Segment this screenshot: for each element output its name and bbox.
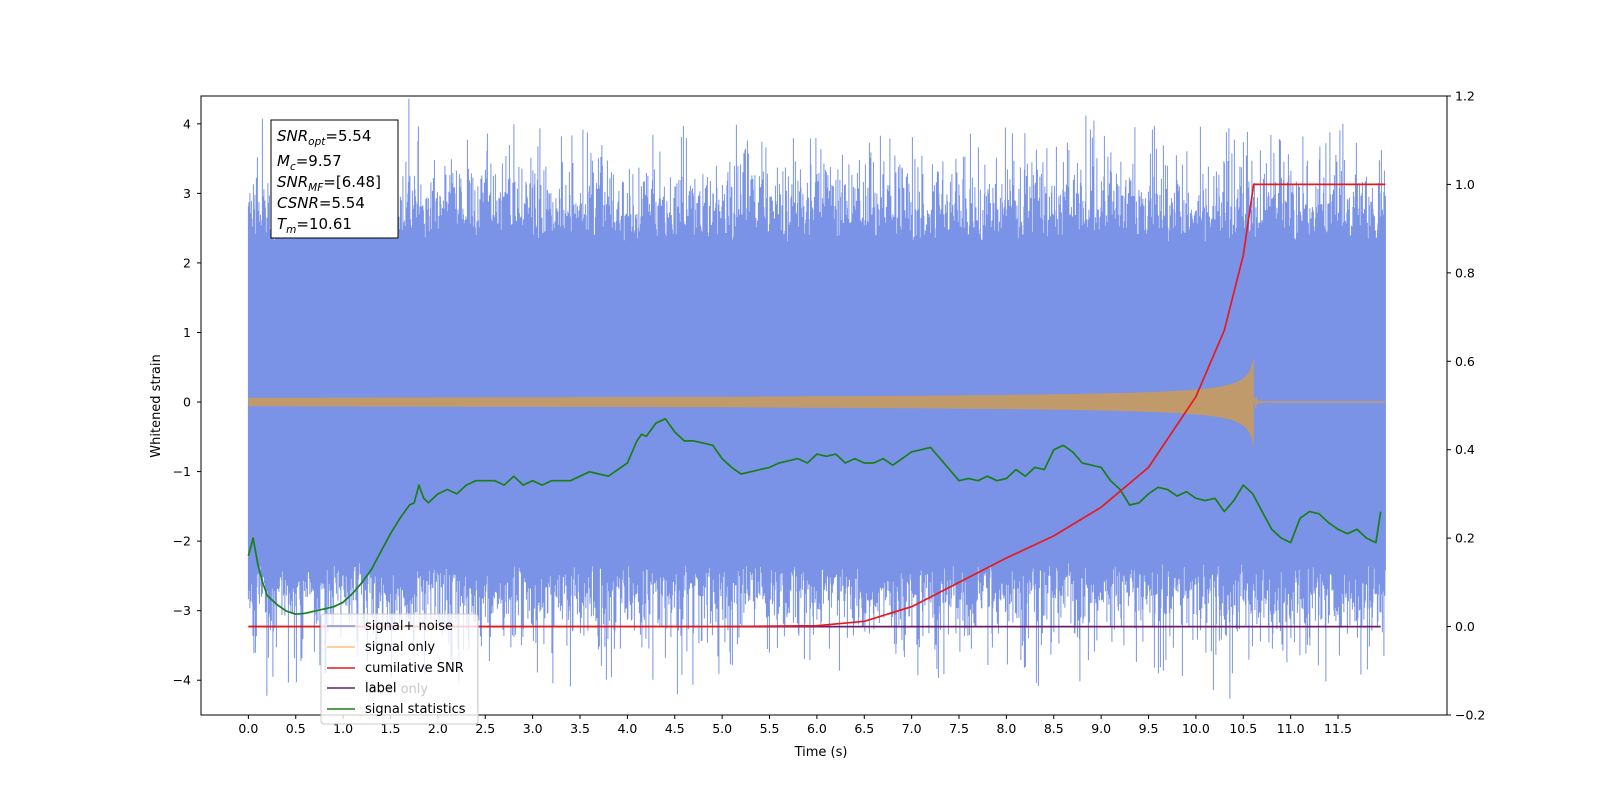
y-tick-label: −3 bbox=[173, 603, 191, 618]
legend-label-signal-only: signal only bbox=[365, 640, 435, 655]
x-tick-label: 6.0 bbox=[807, 721, 827, 736]
x-tick-label: 10.0 bbox=[1182, 721, 1210, 736]
legend-label-signal-statistics: signal statistics bbox=[365, 702, 466, 717]
info-box-frame bbox=[270, 119, 399, 239]
y2-tick-label: 0.0 bbox=[1455, 619, 1475, 634]
info-csnr: CSNR=5.54 bbox=[277, 194, 365, 212]
y2-tick-label: 1.2 bbox=[1455, 89, 1475, 104]
y-tick-label: 0 bbox=[183, 395, 191, 410]
series-signal-only-ringdown bbox=[1253, 396, 1266, 409]
y2-tick-label: 0.4 bbox=[1455, 442, 1475, 457]
x-tick-label: 7.5 bbox=[949, 721, 969, 736]
info-snr-mf: SNRMF=[6.48] bbox=[277, 173, 381, 194]
legend-label-label: label bbox=[365, 681, 396, 696]
y-tick-label: 3 bbox=[183, 186, 191, 201]
y-axis-label: Whitened strain bbox=[149, 354, 164, 457]
x-tick-label: 9.5 bbox=[1139, 721, 1159, 736]
x-tick-label: 2.0 bbox=[428, 721, 448, 736]
y2-tick-label: 0.6 bbox=[1455, 354, 1475, 369]
x-tick-label: 11.0 bbox=[1277, 721, 1305, 736]
x-tick-label: 4.5 bbox=[665, 721, 685, 736]
y-axis-right: 1.2 1.0 0.8 0.6 0.4 0.2 0.0 −0.2 bbox=[1447, 89, 1485, 723]
x-tick-label: 11.5 bbox=[1324, 721, 1352, 736]
info-box: SNRopt=5.54 Mc=9.57 SNRMF=[6.48] CSNR=5.… bbox=[270, 119, 399, 239]
y-tick-label: 1 bbox=[183, 325, 191, 340]
y2-tick-label: 1.0 bbox=[1455, 177, 1475, 192]
plot-area bbox=[247, 98, 1386, 711]
info-snr-opt: SNRopt=5.54 bbox=[277, 127, 371, 148]
x-tick-label: 1.5 bbox=[381, 721, 401, 736]
legend-label-label-only: label only bbox=[365, 682, 428, 697]
x-tick-label: 5.0 bbox=[712, 721, 732, 736]
series-signal-statistics-line bbox=[247, 417, 1382, 616]
legend-frame bbox=[320, 613, 479, 725]
y-tick-label: 4 bbox=[183, 116, 191, 131]
y2-tick-label: 0.8 bbox=[1455, 265, 1475, 280]
x-tick-label: 9.0 bbox=[1091, 721, 1111, 736]
x-tick-label: 8.0 bbox=[996, 721, 1016, 736]
info-tm: Tm=10.61 bbox=[277, 215, 352, 236]
info-mc: Mc=9.57 bbox=[277, 152, 342, 173]
x-tick-label: 0.5 bbox=[286, 721, 306, 736]
y-tick-label: −4 bbox=[173, 673, 191, 688]
y2-tick-label: −0.2 bbox=[1455, 708, 1485, 723]
x-tick-label: 7.0 bbox=[902, 721, 922, 736]
x-tick-label: 8.5 bbox=[1044, 721, 1064, 736]
legend-label-cumulative-snr: cumilative SNR bbox=[365, 661, 464, 676]
series-cumulative-snr-line bbox=[248, 183, 1386, 628]
x-axis-label: Time (s) bbox=[794, 745, 848, 760]
legend-label-signal-noise: signal+ noise bbox=[365, 619, 453, 634]
x-tick-label: 10.5 bbox=[1229, 721, 1257, 736]
x-tick-label: 1.0 bbox=[333, 721, 353, 736]
x-tick-label: 6.5 bbox=[854, 721, 874, 736]
y-tick-label: −1 bbox=[173, 464, 191, 479]
y2-tick-label: 0.2 bbox=[1455, 531, 1475, 546]
y-tick-label: −2 bbox=[173, 534, 191, 549]
y-tick-label: 2 bbox=[183, 255, 191, 270]
legend: signal+ noise signal only cumilative SNR… bbox=[320, 613, 479, 725]
x-tick-label: 3.0 bbox=[523, 721, 543, 736]
x-tick-label: 4.0 bbox=[617, 721, 637, 736]
axes-frame bbox=[200, 95, 1448, 716]
x-tick-label: 3.5 bbox=[570, 721, 590, 736]
x-tick-label: 5.5 bbox=[760, 721, 780, 736]
x-tick-label: 0.0 bbox=[238, 721, 258, 736]
x-tick-label: 2.5 bbox=[475, 721, 495, 736]
x-axis: 0.0 0.5 1.0 1.5 2.0 2.5 3.0 3.5 4.0 4.5 5.0 5.5 6.0 6… bbox=[238, 715, 1352, 736]
y-axis-left: 4 3 2 1 0 −1 −2 −3 −4 bbox=[173, 116, 201, 688]
